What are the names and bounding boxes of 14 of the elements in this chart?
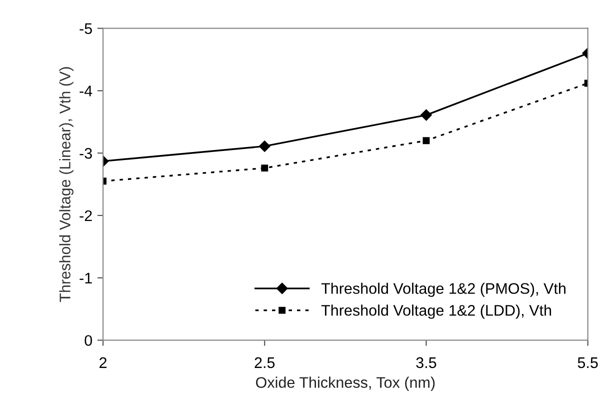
y-tick-label: 0 [84,335,92,346]
legend-label: Threshold Voltage 1&2 (PMOS), Vth [321,282,566,297]
x-tick-label: 3.5 [416,357,436,368]
y-tick-label: -4 [80,86,92,96]
legend-label: Threshold Voltage 1&2 (LDD), Vth [321,304,552,319]
y-tick-label: -1 [80,272,92,284]
x-tick-label: 5.5 [578,357,598,368]
x-axis-title: Oxide Thickness, Tox (nm) [256,376,435,391]
x-tick-label: 2.5 [254,357,275,368]
y-tick-label: -2 [80,210,92,221]
x-tick-label: 2 [100,357,106,368]
y-tick-label: -5 [80,23,92,34]
y-axis-title: Threshold Voltage (Linear), Vth (V) [59,67,74,302]
y-tick-label: -3 [80,148,92,159]
